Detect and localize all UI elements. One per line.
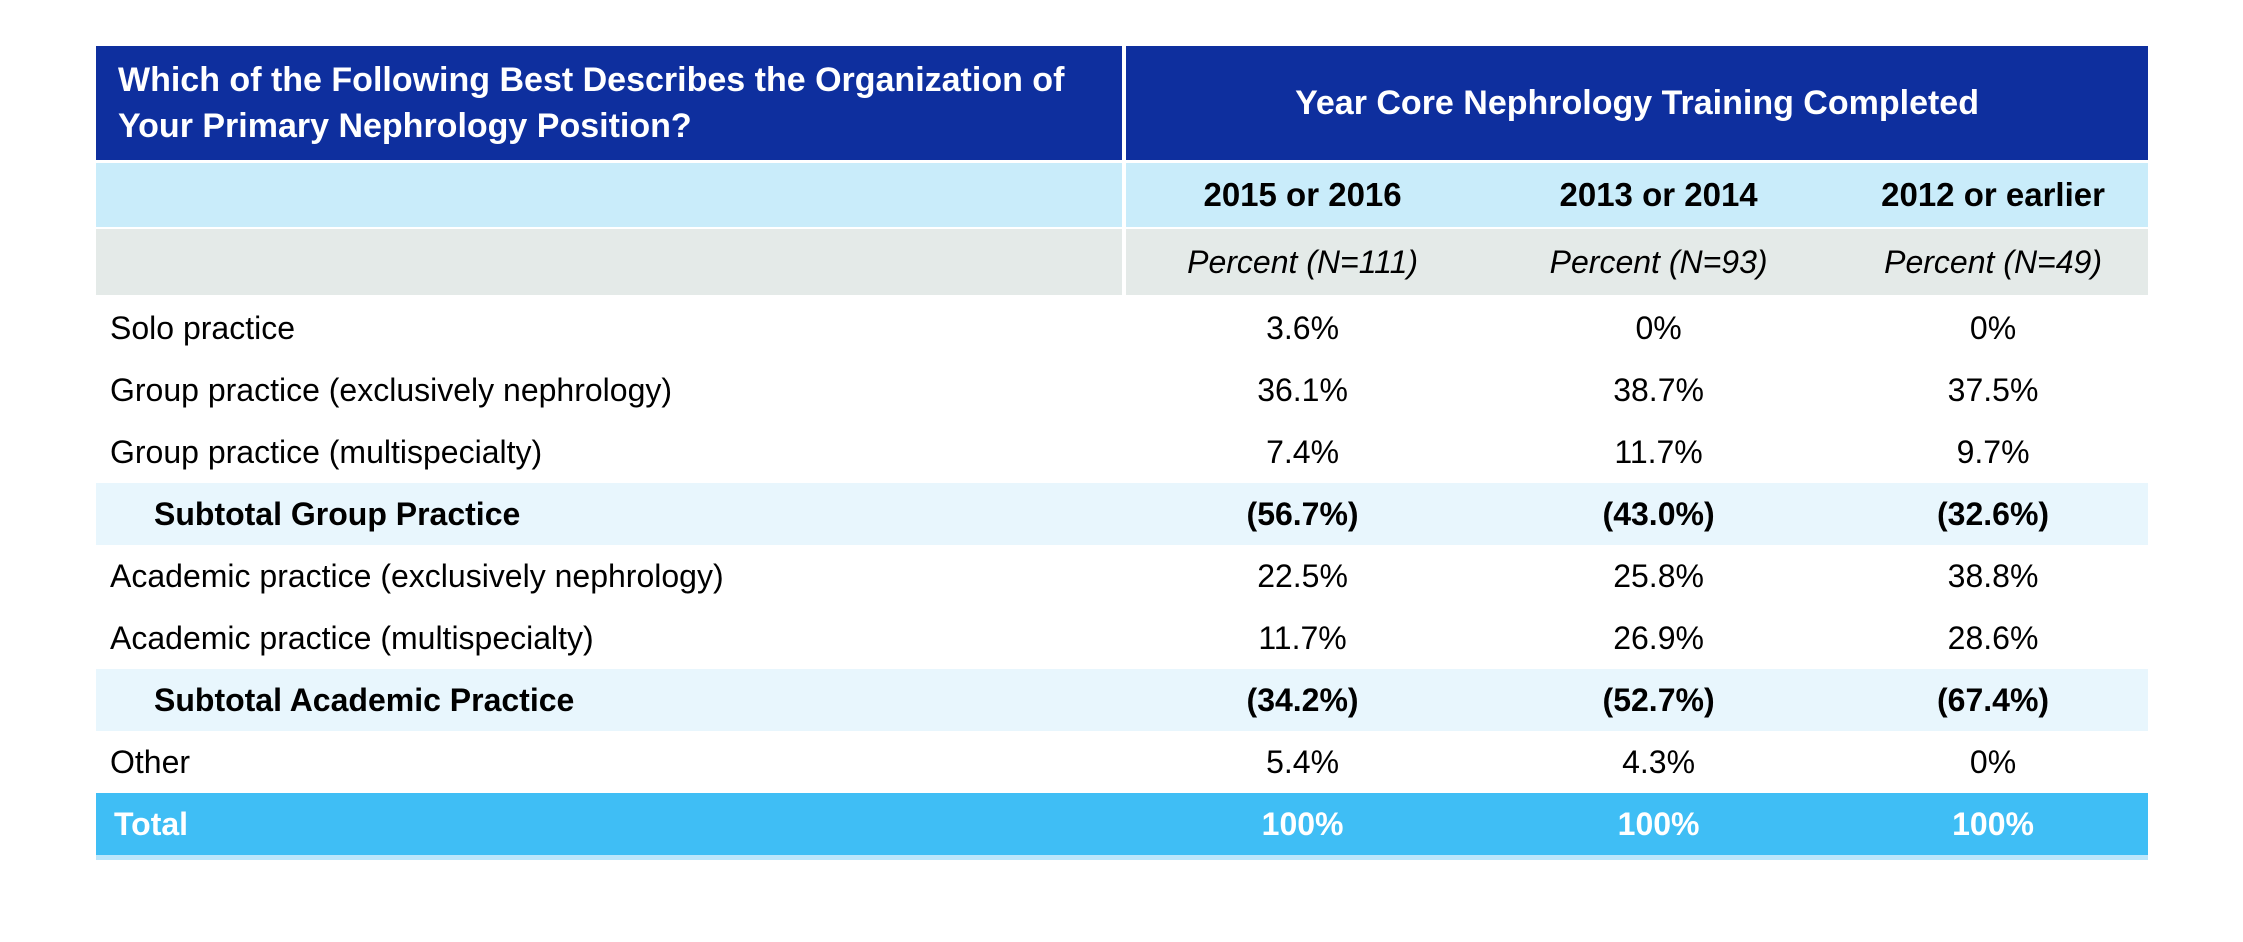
table-row: Group practice (multispecialty) 7.4% 11.… [96, 421, 2148, 483]
row-value: 3.6% [1266, 309, 1340, 346]
column-header: 2012 or earlier [1881, 176, 2105, 213]
row-value: 26.9% [1613, 619, 1704, 656]
row-value: 7.4% [1266, 433, 1340, 470]
row-value: 100% [1261, 805, 1344, 842]
row-value: 11.7% [1258, 619, 1347, 656]
percent-header-row: Percent (N=111) Percent (N=93) Percent (… [96, 229, 2148, 297]
subtotal-row-group-practice: Subtotal Group Practice (56.7%) (43.0%) … [96, 483, 2148, 545]
row-value: (56.7%) [1246, 495, 1359, 532]
row-value: (34.2%) [1246, 681, 1359, 718]
row-value: 9.7% [1956, 433, 2030, 470]
row-value: (43.0%) [1602, 495, 1715, 532]
column-subheader: Percent (N=49) [1884, 243, 2102, 280]
row-value: 0% [1635, 309, 1682, 346]
table-row: Academic practice (multispecialty) 11.7%… [96, 607, 2148, 669]
row-label: Group practice (exclusively nephrology) [110, 371, 673, 408]
row-value: 37.5% [1947, 371, 2039, 408]
row-label: Subtotal Group Practice [154, 495, 521, 532]
row-value: 0% [1969, 309, 2017, 346]
row-value: (32.6%) [1937, 495, 2050, 532]
column-group-header: Year Core Nephrology Training Completed [1295, 83, 1979, 122]
row-label: Solo practice [110, 309, 295, 346]
table-row: Solo practice 3.6% 0% 0% [96, 297, 2148, 359]
row-label: Academic practice (multispecialty) [110, 619, 594, 656]
year-header-spacer [96, 163, 1127, 227]
survey-table: Which of the Following Best Describes th… [96, 46, 2148, 860]
table-row: Other 5.4% 4.3% 0% [96, 731, 2148, 793]
column-subheader: Percent (N=93) [1549, 243, 1768, 280]
row-value: 0% [1969, 743, 2017, 780]
row-value: (52.7%) [1602, 681, 1715, 718]
column-header: 2013 or 2014 [1559, 176, 1758, 213]
column-header: 2015 or 2016 [1203, 176, 1402, 213]
question-header: Which of the Following Best Describes th… [96, 46, 1127, 160]
table-row: Academic practice (exclusively nephrolog… [96, 545, 2148, 607]
row-value: 28.6% [1947, 619, 2039, 656]
row-value: 11.7% [1614, 433, 1703, 470]
column-subheader: Percent (N=111) [1187, 243, 1419, 280]
row-value: 25.8% [1613, 557, 1704, 594]
row-value: 36.1% [1257, 371, 1348, 408]
table-row: Group practice (exclusively nephrology) … [96, 359, 2148, 421]
subtotal-row-academic-practice: Subtotal Academic Practice (34.2%) (52.7… [96, 669, 2148, 731]
year-header-row: 2015 or 2016 2013 or 2014 2012 or earlie… [96, 163, 2148, 229]
total-row: Total 100% 100% 100% [96, 793, 2148, 860]
percent-header-spacer [96, 229, 1127, 295]
row-value: 4.3% [1622, 743, 1696, 780]
row-label: Subtotal Academic Practice [154, 681, 575, 718]
row-label: Group practice (multispecialty) [110, 433, 543, 470]
row-label: Other [110, 743, 191, 780]
row-label: Academic practice (exclusively nephrolog… [110, 557, 724, 594]
table-header-row: Which of the Following Best Describes th… [96, 46, 2148, 163]
row-value: 100% [1617, 805, 1700, 842]
row-value: 22.5% [1257, 557, 1348, 594]
row-value: 100% [1952, 805, 2034, 842]
row-label: Total [114, 805, 189, 842]
row-value: 38.7% [1613, 371, 1704, 408]
row-value: 38.8% [1947, 557, 2039, 594]
row-value: (67.4%) [1937, 681, 2050, 718]
row-value: 5.4% [1266, 743, 1340, 780]
